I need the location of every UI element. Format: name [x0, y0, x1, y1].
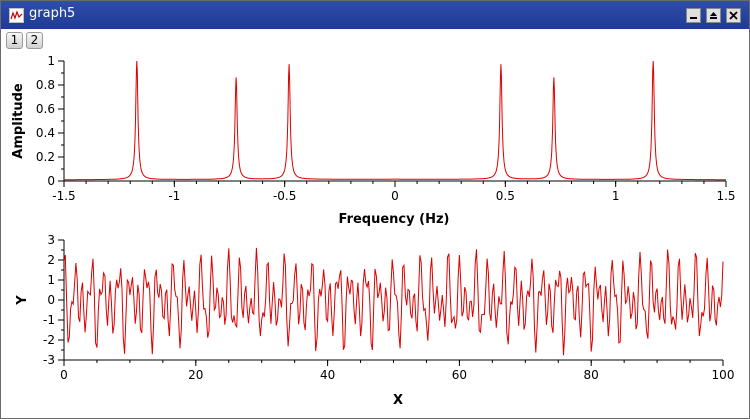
- spectrum-y-axis-label: Amplitude: [11, 83, 26, 159]
- x-tick-label: 0.5: [496, 189, 515, 203]
- y-tick-label: 1: [47, 273, 55, 287]
- close-icon[interactable]: [726, 8, 741, 23]
- title-bar[interactable]: graph5: [1, 1, 749, 29]
- maximize-icon[interactable]: [706, 8, 721, 23]
- x-tick-label: 40: [320, 368, 335, 382]
- signal-plot: Y X 0 20 40 60 80 100 -3 -2 -1 0 1 2 3: [15, 233, 734, 408]
- x-tick-label: 60: [452, 368, 467, 382]
- signal-series-line: [63, 247, 724, 356]
- x-tick-label: -0.5: [273, 189, 296, 203]
- y-tick-label: 2: [47, 253, 55, 267]
- tab-2[interactable]: 2: [26, 32, 43, 49]
- y-tick-label: 0.8: [36, 78, 55, 92]
- y-tick-label: -3: [43, 353, 55, 367]
- window-title: graph5: [29, 6, 76, 21]
- y-tick-label: 0.6: [36, 102, 55, 116]
- y-tick-label: 3: [47, 233, 55, 247]
- x-tick-label: 0: [60, 368, 68, 382]
- x-tick-label: 20: [188, 368, 203, 382]
- y-tick-label: 0.4: [36, 126, 55, 140]
- signal-x-axis-label: X: [393, 393, 403, 408]
- x-tick-label: 100: [712, 368, 735, 382]
- x-tick-label: -1: [168, 189, 180, 203]
- graph-app-icon: [9, 8, 24, 23]
- y-tick-label: -1: [43, 313, 55, 327]
- y-tick-label: 0: [47, 293, 55, 307]
- tab-bar: 1 2: [1, 29, 749, 51]
- spectrum-series-line: [64, 60, 726, 181]
- x-tick-label: 1.5: [716, 189, 735, 203]
- spectrum-plot: Amplitude Frequency (Hz) -1.5 -1 -0.5 0 0.5 1…: [11, 54, 736, 227]
- y-tick-label: 0.2: [36, 150, 55, 164]
- x-tick-label: 80: [584, 368, 599, 382]
- y-tick-label: 1: [47, 54, 55, 68]
- minimize-icon[interactable]: [686, 8, 701, 23]
- spectrum-x-axis-label: Frequency (Hz): [339, 212, 450, 227]
- y-tick-label: 0: [47, 174, 55, 188]
- y-tick-label: -2: [43, 333, 55, 347]
- x-tick-label: -1.5: [52, 189, 75, 203]
- x-tick-label: 1: [612, 189, 620, 203]
- x-tick-label: 0: [391, 189, 399, 203]
- signal-y-axis-label: Y: [15, 295, 30, 306]
- tab-1[interactable]: 1: [6, 32, 23, 49]
